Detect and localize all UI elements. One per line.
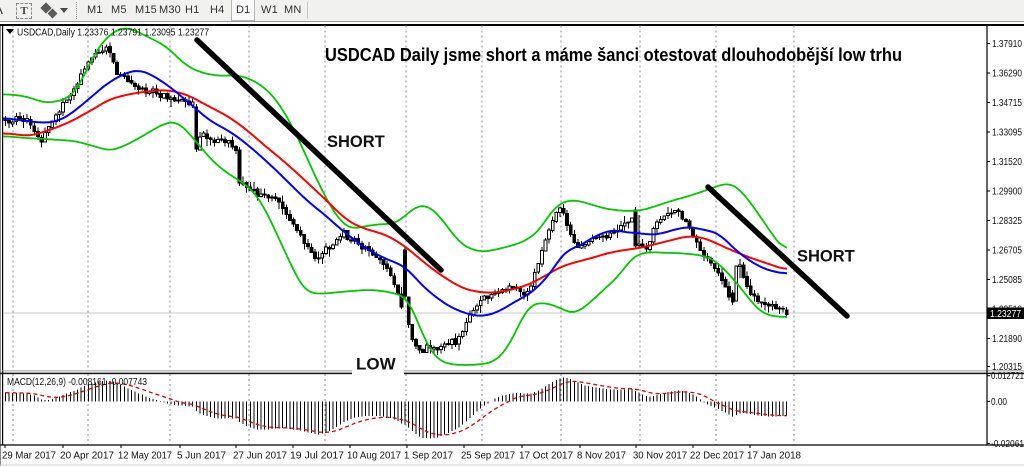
svg-text:27 Jun 2017: 27 Jun 2017 [233, 451, 287, 462]
svg-text:1.21890: 1.21890 [992, 334, 1022, 345]
svg-text:1.34715: 1.34715 [992, 98, 1022, 109]
svg-text:USDCAD Daily jsme short a máme: USDCAD Daily jsme short a máme šanci ote… [325, 45, 902, 65]
svg-text:1.31520: 1.31520 [992, 157, 1022, 168]
svg-text:SHORT: SHORT [797, 248, 855, 266]
svg-text:10 Aug 2017: 10 Aug 2017 [347, 451, 401, 462]
svg-text:0.012721: 0.012721 [991, 371, 1024, 382]
svg-text:1 Sep 2017: 1 Sep 2017 [404, 451, 453, 462]
svg-text:0.00: 0.00 [991, 397, 1007, 408]
svg-text:30 Nov 2017: 30 Nov 2017 [633, 451, 687, 462]
svg-text:22 Dec 2017: 22 Dec 2017 [690, 451, 744, 462]
svg-text:USDCAD,Daily 1.23376 1.23791: USDCAD,Daily 1.23376 1.23791 1.23095 1.2… [17, 28, 209, 39]
svg-text:20 Apr 2017: 20 Apr 2017 [60, 451, 114, 462]
svg-text:1.37910: 1.37910 [992, 39, 1022, 50]
svg-text:12 May 2017: 12 May 2017 [118, 451, 172, 462]
svg-text:1.29900: 1.29900 [992, 187, 1022, 198]
svg-text:8 Nov 2017: 8 Nov 2017 [577, 451, 626, 462]
svg-text:29 Mar 2017: 29 Mar 2017 [2, 451, 56, 462]
svg-text:1.26705: 1.26705 [992, 246, 1022, 257]
svg-text:17 Oct 2017: 17 Oct 2017 [519, 451, 573, 462]
svg-text:25 Sep 2017: 25 Sep 2017 [461, 451, 515, 462]
svg-text:1.20315: 1.20315 [992, 362, 1022, 373]
svg-text:1.33095: 1.33095 [992, 128, 1022, 139]
svg-text:SHORT: SHORT [327, 133, 385, 151]
svg-text:17 Jan 2018: 17 Jan 2018 [747, 451, 801, 462]
svg-text:1.28325: 1.28325 [992, 216, 1022, 227]
svg-text:5 Jun 2017: 5 Jun 2017 [177, 451, 226, 462]
svg-text:19 Jul 2017: 19 Jul 2017 [290, 451, 344, 462]
svg-text:-0.02061: -0.02061 [991, 439, 1024, 450]
svg-text:1.25085: 1.25085 [992, 275, 1022, 286]
svg-text:1.23277: 1.23277 [990, 309, 1021, 320]
svg-text:LOW: LOW [356, 355, 397, 374]
svg-text:1.36290: 1.36290 [992, 69, 1022, 80]
svg-text:MACD(12,26,9) -0.008161 -0.007: MACD(12,26,9) -0.008161 -0.007743 [7, 377, 147, 388]
